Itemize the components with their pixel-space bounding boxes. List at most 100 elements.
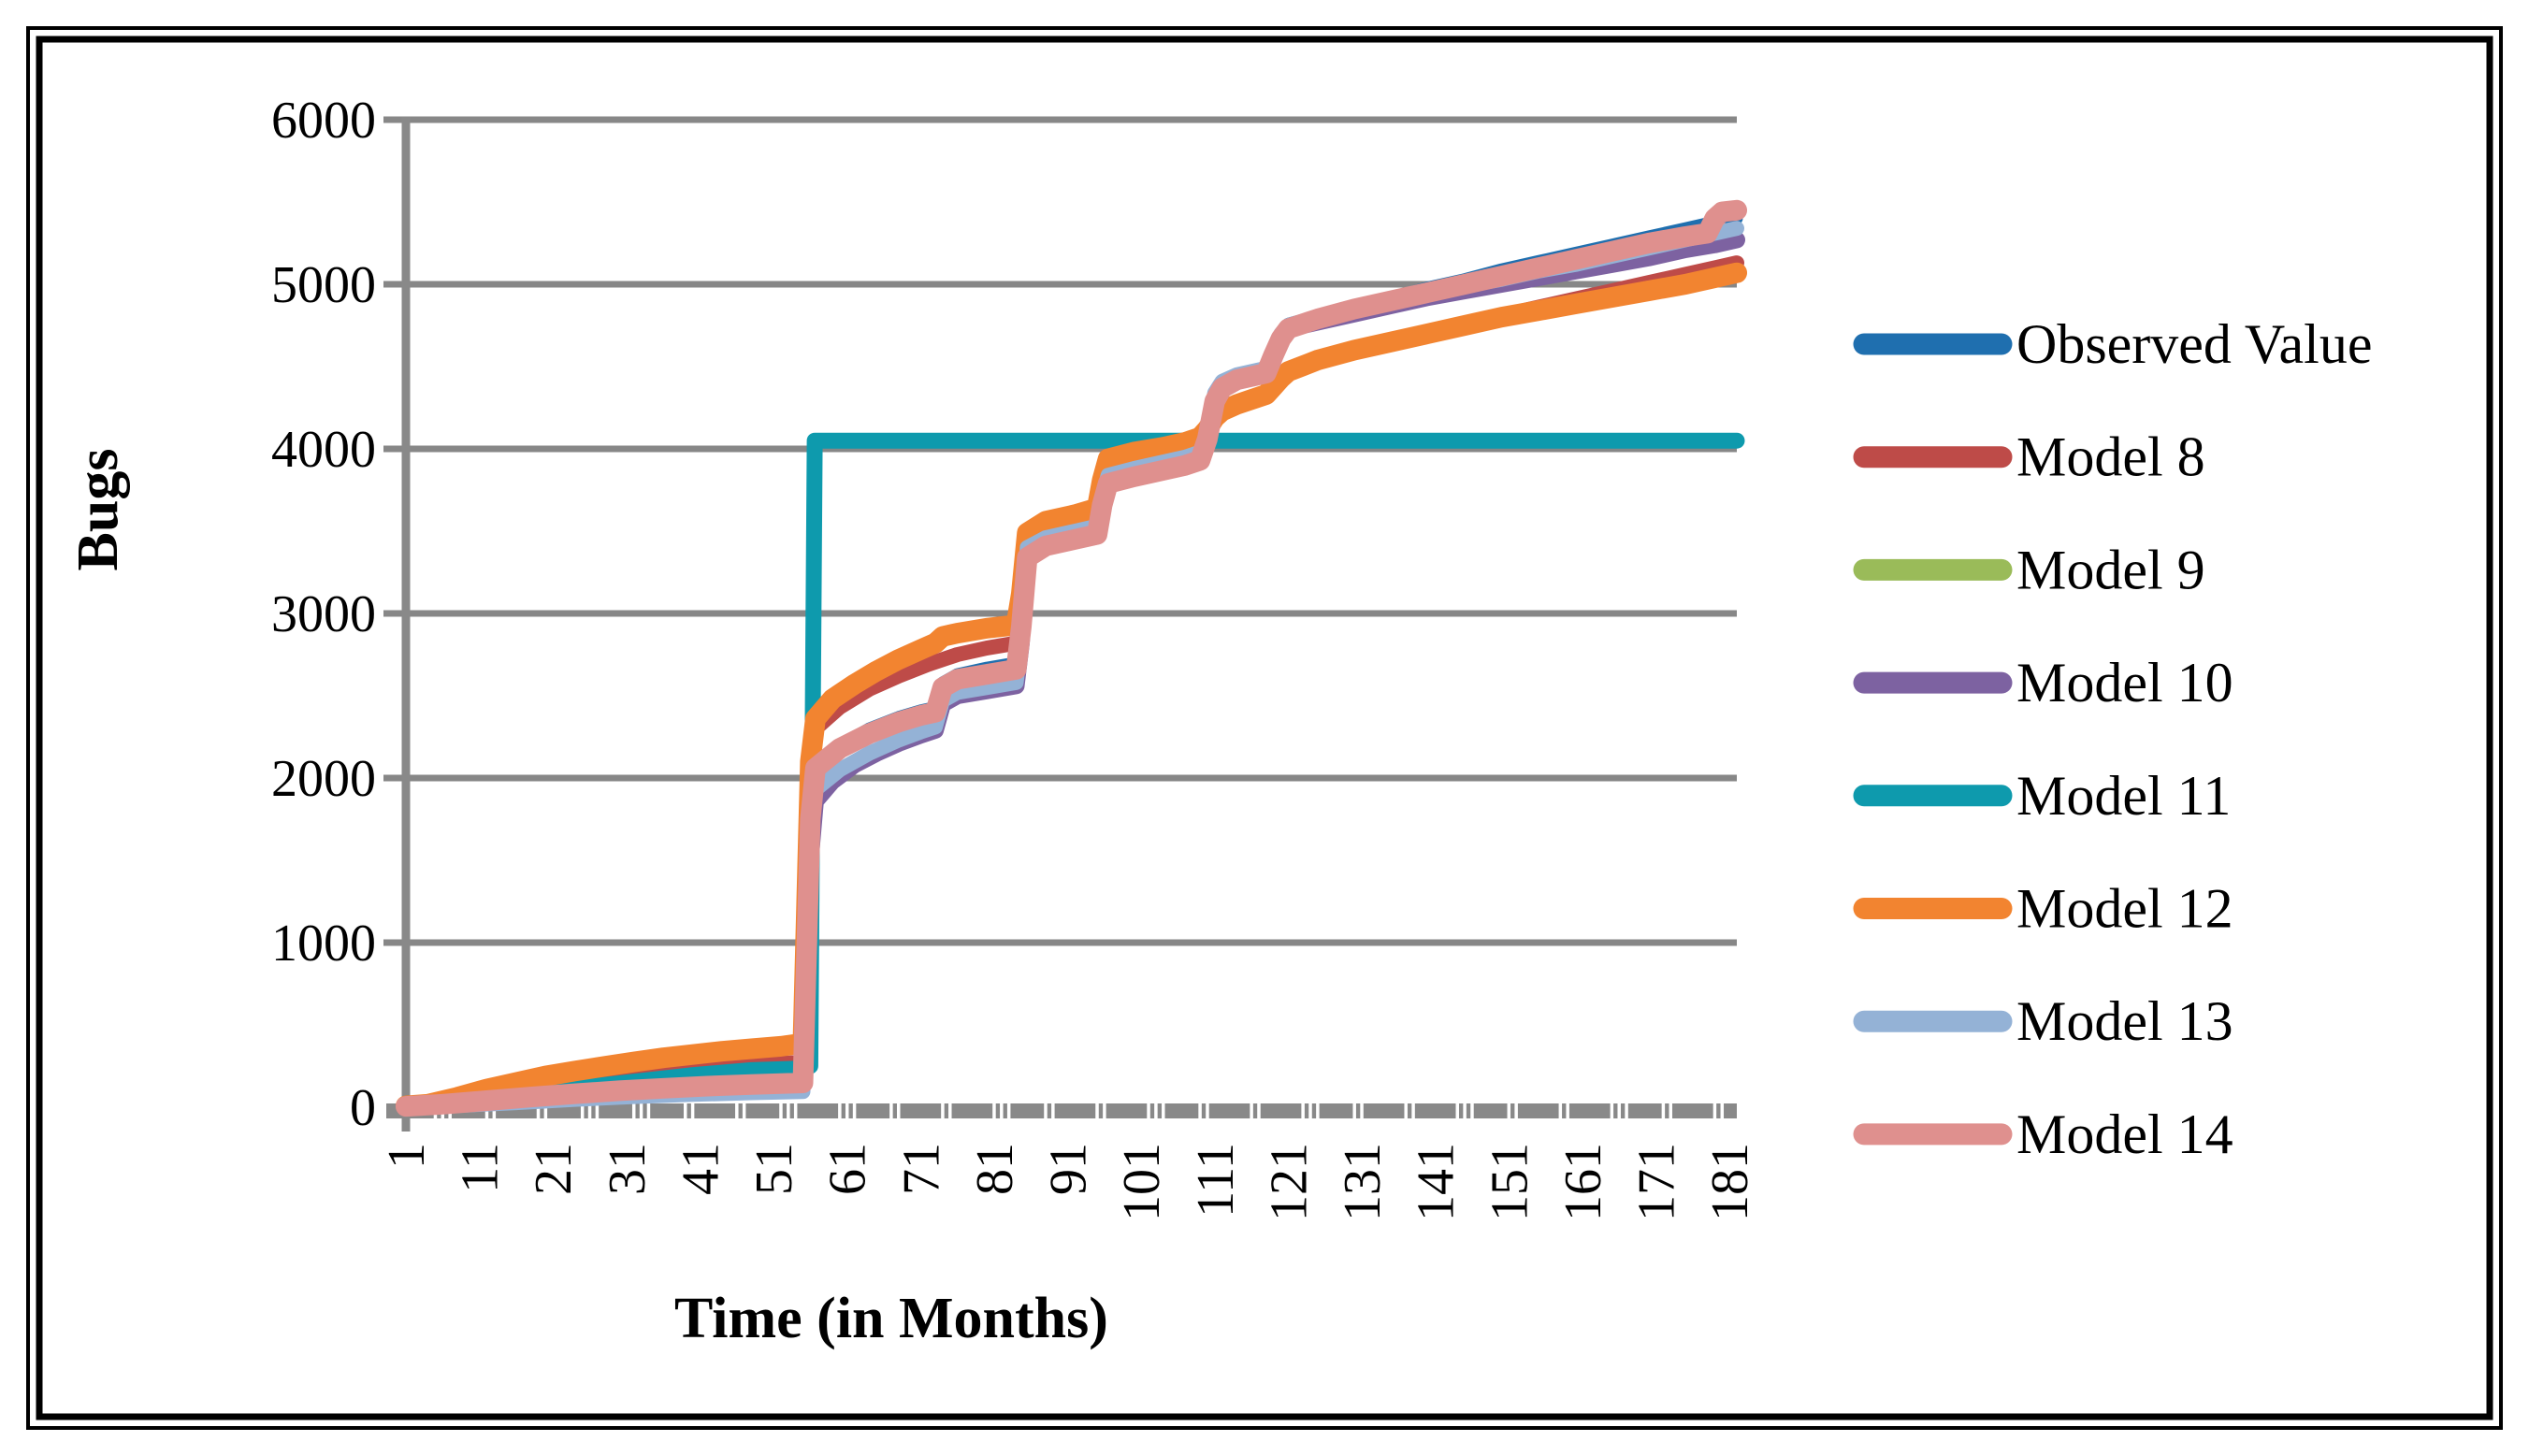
x-tick-label-161: 161 [1554,1143,1612,1221]
axis-minor-tick [639,1103,643,1118]
y-axis-title: Bugs [66,449,130,571]
x-tick-label-121: 121 [1260,1143,1318,1221]
axis-minor-tick [1257,1103,1261,1118]
axis-minor-tick [1617,1103,1621,1118]
axis-minor-tick [1463,1103,1467,1118]
inner-border [36,36,2493,1420]
axis-minor-tick [1558,1103,1563,1118]
axis-minor-tick [1507,1103,1511,1118]
axis-minor-tick [1360,1103,1364,1118]
outer-border [26,26,2503,1430]
y-tick-label-6000: 6000 [271,92,376,150]
legend-item-model-14: Model 14 [1853,1103,2233,1165]
axis-minor-tick [1095,1103,1099,1118]
axis-minor-tick [787,1103,790,1118]
axis-minor-tick [1198,1103,1202,1118]
axis-minor-tick [779,1103,783,1118]
x-tick-label-21: 21 [525,1143,583,1195]
series-model-14 [396,199,1747,1117]
axis-minor-tick [1147,1103,1150,1118]
axis-minor-tick [1000,1103,1004,1118]
axis-minor-tick [1625,1103,1628,1118]
x-tick-label-31: 31 [599,1143,657,1195]
x-tick-label-81: 81 [966,1143,1024,1195]
axis-minor-tick [1411,1103,1415,1118]
legend-item-model-11: Model 11 [1853,765,2231,827]
x-axis [386,1103,1737,1118]
x-tick-label-181: 181 [1701,1143,1759,1221]
axis-minor-tick [992,1103,996,1118]
axis-minor-tick [1044,1103,1048,1118]
axis-minor-tick [684,1103,687,1118]
x-tick-label-171: 171 [1628,1143,1686,1221]
axis-minor-tick [1206,1103,1209,1118]
axis-minor-tick [852,1103,857,1118]
axis-minor-tick [1301,1103,1305,1118]
axis-minor-tick [1316,1103,1320,1118]
x-axis-title: Time (in Months) [674,1287,1108,1350]
axis-minor-tick [1352,1103,1356,1118]
axis-minor-tick [1610,1103,1614,1118]
x-tick-label-131: 131 [1334,1143,1392,1221]
plot-series [396,199,1747,1117]
axis-minor-tick [1103,1103,1106,1118]
legend-label: Model 8 [2016,426,2205,488]
axis-minor-tick [889,1103,893,1118]
x-tick-label-41: 41 [672,1143,730,1195]
axis-minor-tick [595,1103,600,1118]
axis-minor-tick [1006,1103,1011,1118]
axis-minor-tick [838,1103,842,1118]
x-tick-label-1: 1 [378,1143,436,1169]
axis-minor-tick [1669,1103,1672,1118]
y-tick-label-4000: 4000 [271,421,376,479]
axis-minor-tick [587,1103,592,1118]
legend-label: Observed Value [2016,313,2372,375]
axis-minor-tick [941,1103,945,1118]
x-tick-label-71: 71 [892,1143,950,1195]
axis-minor-tick [1154,1103,1158,1118]
axis-minor-tick [536,1103,541,1118]
axis-minor-tick [793,1103,798,1118]
axis-minor-tick [1051,1103,1055,1118]
gridlines [383,116,1737,946]
axis-minor-tick [1470,1103,1474,1118]
y-tick-labels: 0 1000 2000 3000 4000 5000 6000 [271,92,376,1137]
legend-label: Model 14 [2016,1103,2233,1165]
axis-minor-tick [742,1103,746,1118]
x-tick-label-91: 91 [1040,1143,1098,1195]
y-tick-label-5000: 5000 [271,256,376,314]
legend-label: Model 11 [2016,765,2231,827]
x-tick-label-11: 11 [452,1143,510,1193]
axis-minor-tick [646,1103,651,1118]
legend-item-model-10: Model 10 [1853,652,2233,714]
x-tick-labels: 1 11 21 31 41 51 61 71 81 91 101 111 121 131 141 151 161… [378,1143,1759,1221]
legend-item-model-12: Model 12 [1853,878,2233,940]
legend-item-model-13: Model 13 [1853,990,2233,1052]
series-model-12 [396,262,1747,1117]
axis-minor-tick [1162,1103,1165,1118]
x-tick-label-61: 61 [819,1143,877,1195]
legend-label: Model 13 [2016,990,2233,1052]
axis-minor-tick [1712,1103,1717,1118]
axis-minor-tick [1720,1103,1725,1118]
x-tick-label-111: 111 [1187,1143,1245,1218]
x-tick-label-141: 141 [1408,1143,1466,1221]
x-tick-label-151: 151 [1481,1143,1539,1221]
axis-minor-tick [1661,1103,1666,1118]
x-tick-label-101: 101 [1113,1143,1171,1221]
x-tick-label-51: 51 [745,1143,803,1195]
legend-label: Model 9 [2016,539,2205,600]
legend-item-model-8: Model 8 [1853,426,2205,488]
axis-minor-tick [631,1103,636,1118]
axis-minor-tick [690,1103,695,1118]
y-tick-label-2000: 2000 [271,750,376,808]
axis-minor-tick [580,1103,585,1118]
axis-minor-tick [543,1103,548,1118]
legend-label: Model 12 [2016,878,2233,940]
axis-minor-tick [1404,1103,1408,1118]
axis-minor-tick [896,1103,901,1118]
legend-item-observed-value: Observed Value [1853,313,2372,375]
